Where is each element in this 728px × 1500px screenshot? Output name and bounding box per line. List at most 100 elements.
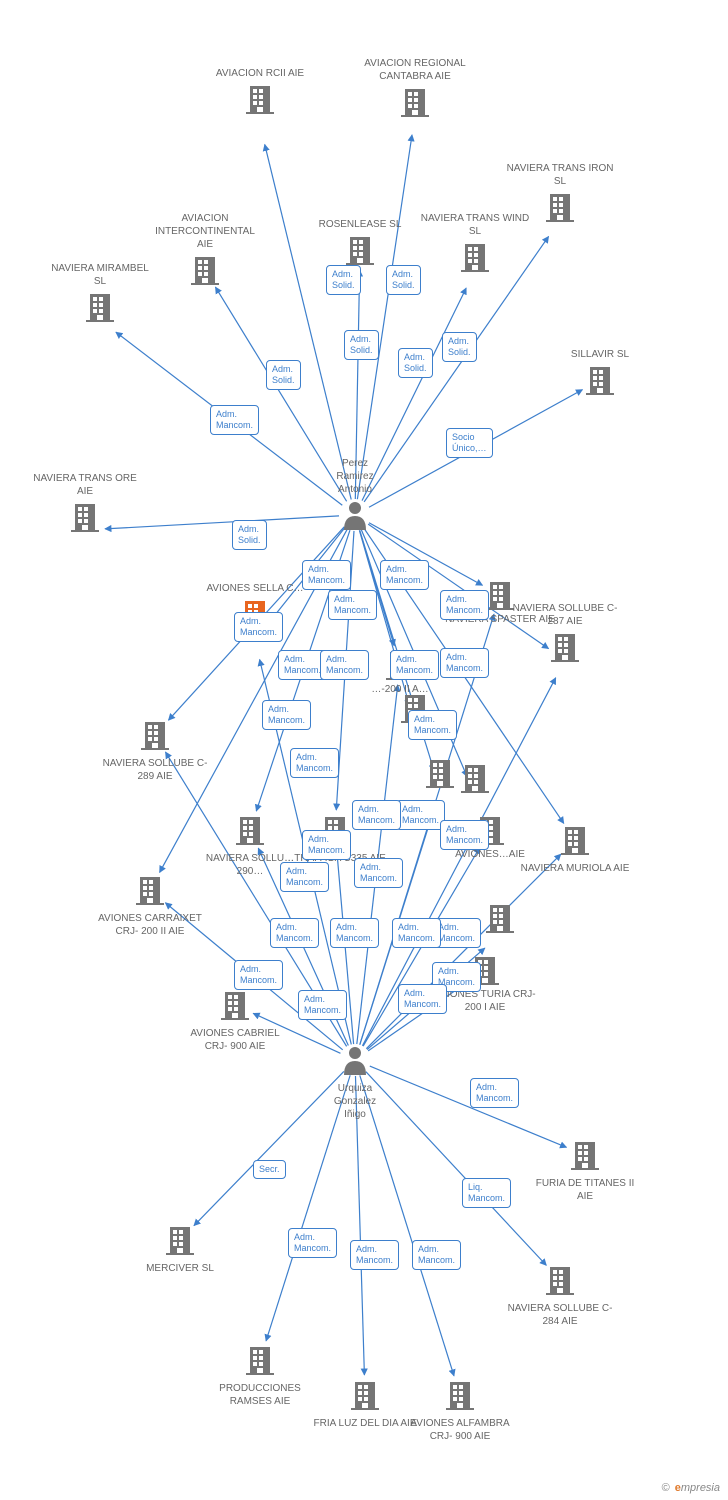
edge-label: Adm.Solid. (326, 265, 361, 295)
edge-label: Adm.Mancom. (412, 1240, 461, 1270)
edge-label: Adm.Mancom. (398, 984, 447, 1014)
company-label: NAVIERA MURIOLA AIE (520, 862, 630, 875)
edge-label: Adm.Solid. (398, 348, 433, 378)
company-node[interactable]: AVIACION REGIONAL CANTABRA AIE (360, 57, 470, 120)
company-label: NAVIERA SOLLUBE C-289 AIE (100, 757, 210, 783)
building-icon (136, 875, 164, 908)
person-icon (342, 500, 368, 533)
building-icon (71, 502, 99, 535)
edge-label: Adm.Mancom. (440, 590, 489, 620)
edge-label: Adm.Mancom. (408, 710, 457, 740)
company-label: AVIACION REGIONAL CANTABRA AIE (360, 57, 470, 83)
person-icon (342, 1045, 368, 1078)
edge-label: Adm.Mancom. (298, 990, 347, 1020)
edge-label: Adm.Mancom. (354, 858, 403, 888)
building-icon (486, 903, 514, 936)
building-icon (401, 87, 429, 120)
edge-label: Adm.Mancom. (440, 820, 489, 850)
edge-label: Adm.Mancom. (290, 748, 339, 778)
company-label: NAVIERA MIRAMBEL SL (45, 262, 155, 288)
edge-label: SocioÚnico,… (446, 428, 493, 458)
edge-label: Adm.Mancom. (350, 1240, 399, 1270)
company-node[interactable]: AVIACION INTERCONTINENTAL AIE (150, 212, 260, 288)
edge-label: Adm.Mancom. (440, 648, 489, 678)
company-node[interactable]: ROSENLEASE SL (305, 218, 415, 268)
person-node[interactable]: UrquizaGonzalezIñigo (300, 1045, 410, 1121)
company-node[interactable]: NAVIERA MURIOLA AIE (520, 825, 630, 875)
building-icon (446, 1380, 474, 1413)
company-node[interactable]: PRODUCCIONES RAMSES AIE (205, 1345, 315, 1408)
building-icon (221, 990, 249, 1023)
edge-label: Adm.Mancom. (302, 560, 351, 590)
company-label: NAVIERA TRANS ORE AIE (30, 472, 140, 498)
building-icon (86, 292, 114, 325)
edge-label: Adm.Mancom. (320, 650, 369, 680)
edge-label: Adm.Mancom. (328, 590, 377, 620)
company-label: NAVIERA TRANS IRON SL (505, 162, 615, 188)
company-node[interactable]: SILLAVIR SL (545, 348, 655, 398)
company-label: NAVIERA TRANS WIND SL (420, 212, 530, 238)
building-icon (546, 192, 574, 225)
edge-label: Adm.Mancom. (288, 1228, 337, 1258)
person-label: PerezRamirezAntonio (300, 457, 410, 496)
edge-label: Adm.Mancom. (390, 650, 439, 680)
company-node[interactable]: NAVIERA TRANS ORE AIE (30, 472, 140, 535)
building-icon (461, 763, 489, 796)
edge-label: Adm.Mancom. (280, 862, 329, 892)
company-label: AVIACION INTERCONTINENTAL AIE (150, 212, 260, 251)
building-icon (561, 825, 589, 858)
company-node[interactable]: AVIONES CABRIEL CRJ- 900 AIE (180, 990, 290, 1053)
company-label: SILLAVIR SL (545, 348, 655, 361)
edge-label: Adm.Mancom. (352, 800, 401, 830)
company-node[interactable] (420, 763, 530, 796)
company-node[interactable]: NAVIERA SOLLUBE C-284 AIE (505, 1265, 615, 1328)
company-node[interactable]: MERCIVER SL (125, 1225, 235, 1275)
edge-label: Adm.Solid. (386, 265, 421, 295)
edge-label: Adm.Solid. (442, 332, 477, 362)
person-label: UrquizaGonzalezIñigo (300, 1082, 410, 1121)
building-icon (246, 84, 274, 117)
building-icon (546, 1265, 574, 1298)
edge-label: Adm.Mancom. (330, 918, 379, 948)
edge-label: Adm.Solid. (266, 360, 301, 390)
edge-label: Adm.Mancom. (396, 800, 445, 830)
company-node[interactable]: AVIONES CARRAIXET CRJ- 200 II AIE (95, 875, 205, 938)
company-node[interactable]: NAVIERA SOLLUBE C-287 AIE (510, 602, 620, 665)
company-label: MERCIVER SL (125, 1262, 235, 1275)
building-icon (551, 632, 579, 665)
edge-label: Adm.Mancom. (270, 918, 319, 948)
edge-label: Adm.Mancom. (262, 700, 311, 730)
edge-label: Adm.Mancom. (470, 1078, 519, 1108)
company-label: NAVIERA SOLLUBE C-284 AIE (505, 1302, 615, 1328)
building-icon (236, 815, 264, 848)
company-label: FRIA LUZ DEL DIA AIE (310, 1417, 420, 1430)
edge-label: Adm.Mancom. (392, 918, 441, 948)
edge-label: Adm.Solid. (232, 520, 267, 550)
edge-label: Adm.Mancom. (302, 830, 351, 860)
company-node[interactable]: NAVIERA TRANS WIND SL (420, 212, 530, 275)
company-label: AVIONES ALFAMBRA CRJ- 900 AIE (405, 1417, 515, 1443)
company-label: AVIACION RCII AIE (205, 67, 315, 80)
edge-label: Liq.Mancom. (462, 1178, 511, 1208)
edge-line (265, 144, 351, 499)
edge-label: Adm.Mancom. (210, 405, 259, 435)
company-node[interactable]: AVIACION RCII AIE (205, 67, 315, 117)
person-node[interactable]: PerezRamirezAntonio (300, 457, 410, 533)
company-node[interactable]: NAVIERA SOLLUBE C-289 AIE (100, 720, 210, 783)
company-node[interactable]: NAVIERA MIRAMBEL SL (45, 262, 155, 325)
building-icon (246, 1345, 274, 1378)
building-icon (166, 1225, 194, 1258)
company-node[interactable]: AVIONES ALFAMBRA CRJ- 900 AIE (405, 1380, 515, 1443)
company-label: FURIA DE TITANES II AIE (530, 1177, 640, 1203)
edge-label: Adm.Mancom. (234, 612, 283, 642)
company-label: AVIONES CARRAIXET CRJ- 200 II AIE (95, 912, 205, 938)
edge-label: Secr. (253, 1160, 286, 1179)
building-icon (141, 720, 169, 753)
company-node[interactable]: FURIA DE TITANES II AIE (530, 1140, 640, 1203)
edge-label: Adm.Solid. (344, 330, 379, 360)
building-icon (351, 1380, 379, 1413)
building-icon (461, 242, 489, 275)
company-label: AVIONES SELLA C… (200, 582, 310, 595)
building-icon (191, 255, 219, 288)
company-node[interactable]: FRIA LUZ DEL DIA AIE (310, 1380, 420, 1430)
